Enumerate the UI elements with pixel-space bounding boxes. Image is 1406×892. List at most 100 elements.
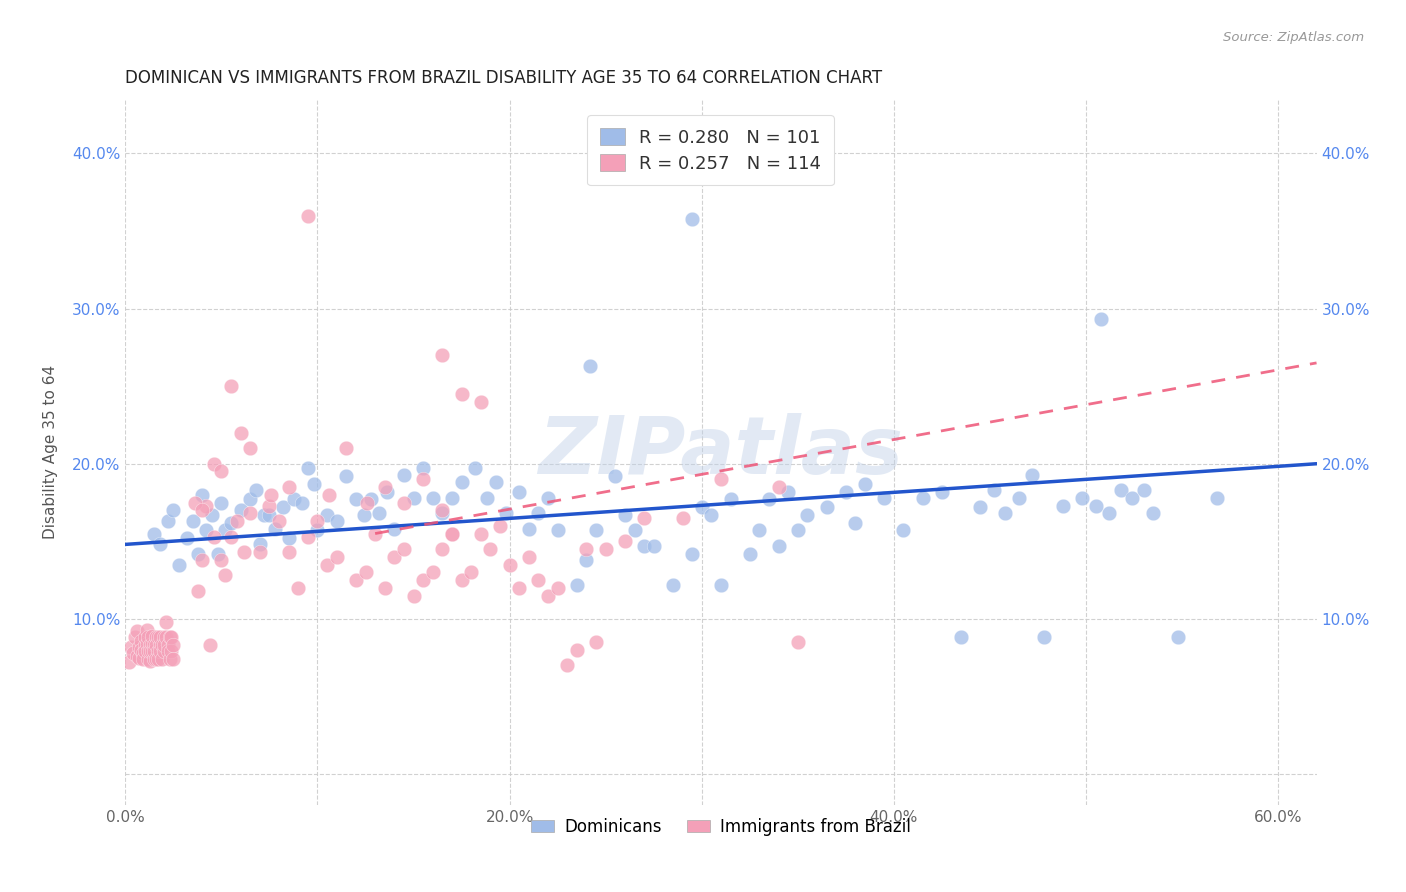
Point xyxy=(575,542,598,557)
Point xyxy=(129,643,152,657)
Point xyxy=(138,644,160,658)
Point xyxy=(450,475,472,490)
Point xyxy=(748,524,770,538)
Point xyxy=(191,503,214,517)
Point xyxy=(160,631,183,645)
Text: Source: ZipAtlas.com: Source: ZipAtlas.com xyxy=(1223,31,1364,45)
Point xyxy=(214,524,236,538)
Point xyxy=(160,644,183,658)
Point xyxy=(450,573,472,587)
Point xyxy=(710,578,733,592)
Point xyxy=(893,524,915,538)
Point xyxy=(758,492,780,507)
Point xyxy=(135,623,157,637)
Point xyxy=(143,652,166,666)
Point xyxy=(277,545,299,559)
Point xyxy=(159,652,181,666)
Point xyxy=(134,644,156,658)
Point xyxy=(1109,483,1132,497)
Point xyxy=(1205,491,1227,505)
Point xyxy=(768,539,790,553)
Point xyxy=(440,526,463,541)
Point xyxy=(392,542,415,557)
Point xyxy=(138,631,160,645)
Point xyxy=(768,480,790,494)
Point xyxy=(283,492,305,507)
Point xyxy=(983,483,1005,497)
Point xyxy=(201,508,224,522)
Point xyxy=(969,500,991,515)
Point xyxy=(595,542,617,557)
Point xyxy=(565,643,588,657)
Point xyxy=(623,524,645,538)
Point xyxy=(120,640,142,654)
Point xyxy=(259,499,281,513)
Point xyxy=(259,508,281,522)
Point xyxy=(245,483,267,497)
Point xyxy=(187,583,209,598)
Point xyxy=(364,526,387,541)
Point xyxy=(297,209,319,223)
Point xyxy=(392,495,415,509)
Point xyxy=(643,539,665,553)
Point xyxy=(239,507,262,521)
Point xyxy=(994,507,1017,521)
Point xyxy=(720,492,742,507)
Point xyxy=(325,549,347,564)
Point xyxy=(479,542,502,557)
Point xyxy=(547,581,569,595)
Point xyxy=(786,635,808,649)
Point xyxy=(191,488,214,502)
Point xyxy=(464,461,486,475)
Point xyxy=(605,469,627,483)
Point xyxy=(145,652,167,666)
Point xyxy=(835,484,858,499)
Point xyxy=(873,491,896,505)
Point xyxy=(271,500,294,515)
Point xyxy=(517,522,540,536)
Point xyxy=(141,644,163,658)
Point xyxy=(353,508,375,522)
Point xyxy=(162,638,184,652)
Point xyxy=(585,524,607,538)
Point xyxy=(738,547,761,561)
Point xyxy=(145,638,167,652)
Point xyxy=(547,524,569,538)
Point xyxy=(162,503,184,517)
Text: ZIPatlas: ZIPatlas xyxy=(538,413,904,491)
Point xyxy=(1167,631,1189,645)
Point xyxy=(662,578,685,592)
Point xyxy=(412,472,434,486)
Point xyxy=(209,465,232,479)
Point xyxy=(537,589,560,603)
Point xyxy=(209,553,232,567)
Legend: Dominicans, Immigrants from Brazil: Dominicans, Immigrants from Brazil xyxy=(524,811,918,843)
Point xyxy=(118,655,141,669)
Point xyxy=(335,441,357,455)
Point xyxy=(498,558,520,572)
Point xyxy=(152,631,174,645)
Point xyxy=(131,652,153,666)
Point xyxy=(432,348,454,362)
Point xyxy=(128,640,150,654)
Point xyxy=(191,553,214,567)
Point xyxy=(202,457,225,471)
Point xyxy=(440,526,463,541)
Point xyxy=(141,629,163,643)
Point xyxy=(633,539,655,553)
Point xyxy=(508,581,530,595)
Point xyxy=(125,649,148,664)
Point xyxy=(432,503,454,517)
Point xyxy=(187,547,209,561)
Point xyxy=(375,484,398,499)
Point xyxy=(129,633,152,648)
Point xyxy=(450,387,472,401)
Point xyxy=(1142,507,1164,521)
Point xyxy=(146,631,169,645)
Point xyxy=(374,581,396,595)
Point xyxy=(1084,499,1107,513)
Point xyxy=(297,530,319,544)
Point xyxy=(183,495,205,509)
Point xyxy=(1032,631,1054,645)
Point xyxy=(167,558,190,572)
